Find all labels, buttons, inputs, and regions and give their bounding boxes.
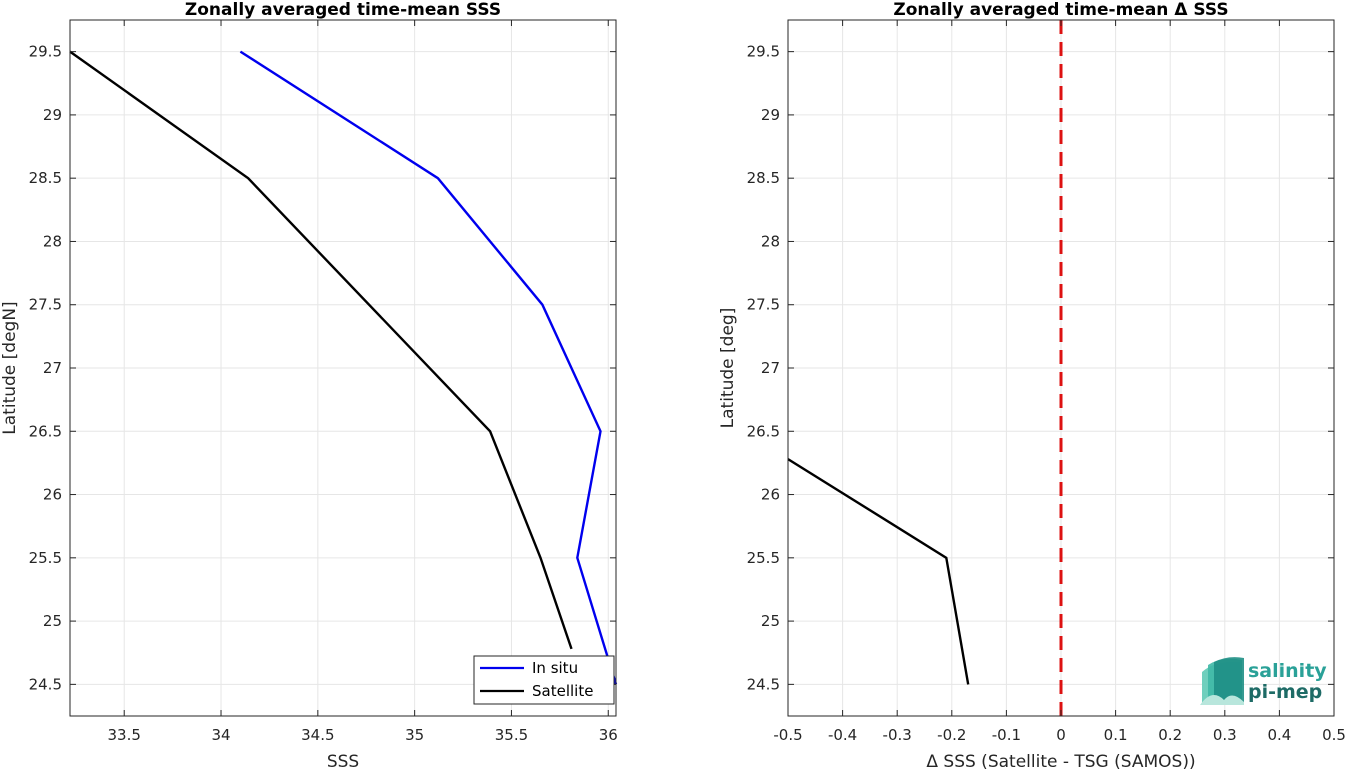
x-tick-label: -0.5 xyxy=(773,726,802,744)
series-line-delta-0 xyxy=(787,458,970,685)
series-line-satellite xyxy=(69,50,573,650)
x-tick-label: 0.4 xyxy=(1267,726,1291,744)
y-tick-label: 26 xyxy=(43,486,62,504)
y-tick-label: 29.5 xyxy=(747,43,780,61)
y-tick-label: 27 xyxy=(761,359,780,377)
y-tick-label: 26.5 xyxy=(29,422,62,440)
x-tick-label: 33.5 xyxy=(108,726,141,744)
y-tick-label: 27.5 xyxy=(747,296,780,314)
y-axis-label-right: Latitude [deg] xyxy=(718,308,738,429)
y-tick-label: 27 xyxy=(43,359,62,377)
grid-left xyxy=(70,20,616,716)
y-tick-label: 28.5 xyxy=(747,169,780,187)
y-tick-label: 26 xyxy=(761,486,780,504)
chart-title-left: Zonally averaged time-mean SSS xyxy=(185,0,501,20)
series-left xyxy=(69,50,618,685)
y-tick-label: 27.5 xyxy=(29,296,62,314)
y-tick-label: 28 xyxy=(43,232,62,250)
x-tick-label: 0.5 xyxy=(1322,726,1346,744)
y-tick-label: 28.5 xyxy=(29,169,62,187)
x-tick-label: -0.2 xyxy=(937,726,966,744)
legend-box xyxy=(473,655,615,705)
chart-left: 33.5 34 34.5 35 35.5 36 24.5 25 25.5 26 26.5 27 27.5… xyxy=(0,0,618,769)
y-tick-label: 24.5 xyxy=(747,675,780,693)
x-tick-label: 34 xyxy=(211,726,230,744)
ticks-right: -0.5 -0.4 -0.3 -0.2 -0.1 0 0.1 0.2 0.3 0.4 0.5 24.5… xyxy=(747,20,1346,744)
legend: In situ Satellite xyxy=(473,655,615,705)
x-tick-label: 0.2 xyxy=(1158,726,1182,744)
series-right xyxy=(787,20,1063,716)
logo-text-line1: salinity xyxy=(1248,660,1327,682)
x-tick-label: 35 xyxy=(405,726,424,744)
x-axis-label-right: Δ SSS (Satellite - TSG (SAMOS)) xyxy=(926,752,1195,769)
y-tick-label: 29 xyxy=(761,106,780,124)
x-axis-label-left: SSS xyxy=(327,752,359,769)
legend-label-satellite: Satellite xyxy=(532,682,593,700)
y-tick-label: 28 xyxy=(761,232,780,250)
x-tick-label: 0.3 xyxy=(1213,726,1237,744)
logo-text-line2: pi-mep xyxy=(1248,681,1322,703)
y-tick-label: 25 xyxy=(761,612,780,630)
x-tick-label: 0.1 xyxy=(1104,726,1128,744)
wave-logo-icon xyxy=(1200,657,1244,705)
x-tick-label: 35.5 xyxy=(495,726,528,744)
y-axis-label-left: Latitude [degN] xyxy=(0,301,20,434)
x-tick-label: 36 xyxy=(599,726,618,744)
y-tick-label: 25 xyxy=(43,612,62,630)
chart-right: -0.5 -0.4 -0.3 -0.2 -0.1 0 0.1 0.2 0.3 0.4 0.5 24.5… xyxy=(718,0,1346,769)
series-line-in-situ xyxy=(239,50,618,685)
ticks-left: 33.5 34 34.5 35 35.5 36 24.5 25 25.5 26 26.5 27 27.5… xyxy=(29,20,618,744)
x-tick-label: -0.4 xyxy=(828,726,857,744)
salinity-pi-mep-logo: salinity pi-mep xyxy=(1200,657,1327,705)
y-tick-label: 29 xyxy=(43,106,62,124)
y-tick-label: 26.5 xyxy=(747,422,780,440)
x-tick-label: 34.5 xyxy=(301,726,334,744)
y-tick-label: 25.5 xyxy=(747,549,780,567)
legend-label-in-situ: In situ xyxy=(532,659,578,677)
chart-title-right: Zonally averaged time-mean Δ SSS xyxy=(893,0,1228,20)
x-tick-label: 0 xyxy=(1056,726,1066,744)
y-tick-label: 29.5 xyxy=(29,43,62,61)
x-tick-label: -0.1 xyxy=(992,726,1021,744)
y-tick-label: 24.5 xyxy=(29,675,62,693)
y-tick-label: 25.5 xyxy=(29,549,62,567)
x-tick-label: -0.3 xyxy=(883,726,912,744)
